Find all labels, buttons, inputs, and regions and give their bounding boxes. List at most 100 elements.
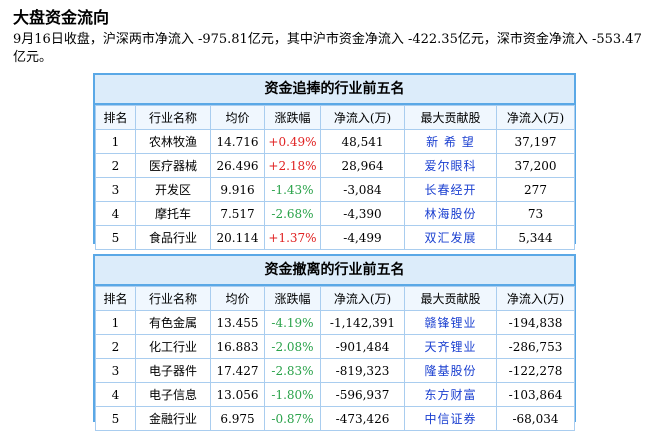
page-title: 大盘资金流向 — [13, 8, 110, 27]
col-header-rank: 排名 — [95, 105, 136, 130]
industry-cell: 化工行业 — [135, 334, 211, 359]
avg-price-cell: 13.056 — [210, 382, 265, 407]
top-stock-link[interactable]: 东方财富 — [404, 382, 497, 407]
industry-cell: 电子信息 — [135, 382, 211, 407]
col-header-stock-inflow: 净流入(万) — [496, 286, 575, 311]
table-header-row: 排名 行业名称 均价 涨跌幅 净流入(万) 最大贡献股 净流入(万) — [95, 286, 575, 311]
col-header-industry: 行业名称 — [135, 105, 211, 130]
rank-cell: 4 — [95, 382, 136, 407]
table-row: 2 化工行业 16.883 -2.08% -901,484 天齐锂业 -286,… — [95, 334, 575, 359]
col-header-top-stock: 最大贡献股 — [404, 286, 497, 311]
change-cell: -2.68% — [264, 201, 321, 226]
net-inflow-cell: -901,484 — [320, 334, 405, 359]
net-inflow-cell: -819,323 — [320, 358, 405, 383]
market-summary: 9月16日收盘，沪深两市净流入 -975.81亿元，其中沪市资金净流入 -422… — [13, 32, 642, 65]
rank-cell: 3 — [95, 358, 136, 383]
avg-price-cell: 14.716 — [210, 129, 265, 154]
change-cell: -4.19% — [264, 310, 321, 335]
industry-cell: 医疗器械 — [135, 153, 211, 178]
net-inflow-cell: 28,964 — [320, 153, 405, 178]
rank-cell: 2 — [95, 334, 136, 359]
top-stock-link[interactable]: 林海股份 — [404, 201, 497, 226]
table-row: 4 摩托车 7.517 -2.68% -4,390 林海股份 73 — [95, 201, 575, 226]
outflow-table: 排名 行业名称 均价 涨跌幅 净流入(万) 最大贡献股 净流入(万) 1 有色金… — [95, 286, 575, 431]
industry-cell: 食品行业 — [135, 225, 211, 250]
industry-cell: 金融行业 — [135, 406, 211, 431]
rank-cell: 5 — [95, 225, 136, 250]
rank-cell: 5 — [95, 406, 136, 431]
col-header-net-inflow: 净流入(万) — [320, 286, 405, 311]
rank-cell: 3 — [95, 177, 136, 202]
net-inflow-cell: -473,426 — [320, 406, 405, 431]
col-header-change: 涨跌幅 — [264, 105, 321, 130]
col-header-change: 涨跌幅 — [264, 286, 321, 311]
top-stock-link[interactable]: 中信证券 — [404, 406, 497, 431]
col-header-industry: 行业名称 — [135, 286, 211, 311]
change-cell: -2.83% — [264, 358, 321, 383]
top-stock-link[interactable]: 双汇发展 — [404, 225, 497, 250]
industry-cell: 电子器件 — [135, 358, 211, 383]
avg-price-cell: 13.455 — [210, 310, 265, 335]
change-cell: -1.80% — [264, 382, 321, 407]
table-row: 2 医疗器械 26.496 +2.18% 28,964 爱尔眼科 37,200 — [95, 153, 575, 178]
industry-cell: 开发区 — [135, 177, 211, 202]
table-row: 1 有色金属 13.455 -4.19% -1,142,391 赣锋锂业 -19… — [95, 310, 575, 335]
net-inflow-cell: -4,499 — [320, 225, 405, 250]
net-inflow-cell: -4,390 — [320, 201, 405, 226]
col-header-rank: 排名 — [95, 286, 136, 311]
stock-inflow-cell: -286,753 — [496, 334, 575, 359]
rank-cell: 2 — [95, 153, 136, 178]
change-cell: +0.49% — [264, 129, 321, 154]
col-header-stock-inflow: 净流入(万) — [496, 105, 575, 130]
industry-cell: 农林牧渔 — [135, 129, 211, 154]
change-cell: +2.18% — [264, 153, 321, 178]
avg-price-cell: 6.975 — [210, 406, 265, 431]
top-stock-link[interactable]: 隆基股份 — [404, 358, 497, 383]
avg-price-cell: 17.427 — [210, 358, 265, 383]
net-inflow-cell: -3,084 — [320, 177, 405, 202]
avg-price-cell: 20.114 — [210, 225, 265, 250]
stock-inflow-cell: -103,864 — [496, 382, 575, 407]
change-cell: +1.37% — [264, 225, 321, 250]
rank-cell: 1 — [95, 310, 136, 335]
net-inflow-cell: 48,541 — [320, 129, 405, 154]
avg-price-cell: 9.916 — [210, 177, 265, 202]
rank-cell: 4 — [95, 201, 136, 226]
top-stock-link[interactable]: 长春经开 — [404, 177, 497, 202]
table-row: 5 食品行业 20.114 +1.37% -4,499 双汇发展 5,344 — [95, 225, 575, 250]
industry-cell: 摩托车 — [135, 201, 211, 226]
net-inflow-cell: -1,142,391 — [320, 310, 405, 335]
stock-inflow-cell: -122,278 — [496, 358, 575, 383]
change-cell: -1.43% — [264, 177, 321, 202]
avg-price-cell: 16.883 — [210, 334, 265, 359]
outflow-table-caption: 资金撤离的行业前五名 — [95, 256, 574, 286]
inflow-table: 排名 行业名称 均价 涨跌幅 净流入(万) 最大贡献股 净流入(万) 1 农林牧… — [95, 105, 575, 250]
change-cell: -2.08% — [264, 334, 321, 359]
stock-inflow-cell: 37,197 — [496, 129, 575, 154]
table-row: 1 农林牧渔 14.716 +0.49% 48,541 新 希 望 37,197 — [95, 129, 575, 154]
inflow-table-caption: 资金追捧的行业前五名 — [95, 75, 574, 105]
top-stock-link[interactable]: 天齐锂业 — [404, 334, 497, 359]
inflow-top5-panel: 资金追捧的行业前五名 排名 行业名称 均价 涨跌幅 净流入(万) 最大贡献股 净… — [93, 73, 576, 250]
col-header-avg-price: 均价 — [210, 105, 265, 130]
stock-inflow-cell: -194,838 — [496, 310, 575, 335]
top-stock-link[interactable]: 爱尔眼科 — [404, 153, 497, 178]
stock-inflow-cell: -68,034 — [496, 406, 575, 431]
outflow-top5-panel: 资金撤离的行业前五名 排名 行业名称 均价 涨跌幅 净流入(万) 最大贡献股 净… — [93, 254, 576, 431]
change-cell: -0.87% — [264, 406, 321, 431]
table-row: 3 开发区 9.916 -1.43% -3,084 长春经开 277 — [95, 177, 575, 202]
top-stock-link[interactable]: 新 希 望 — [404, 129, 497, 154]
stock-inflow-cell: 37,200 — [496, 153, 575, 178]
avg-price-cell: 7.517 — [210, 201, 265, 226]
stock-inflow-cell: 5,344 — [496, 225, 575, 250]
stock-inflow-cell: 73 — [496, 201, 575, 226]
industry-cell: 有色金属 — [135, 310, 211, 335]
net-inflow-cell: -596,937 — [320, 382, 405, 407]
table-row: 4 电子信息 13.056 -1.80% -596,937 东方财富 -103,… — [95, 382, 575, 407]
col-header-net-inflow: 净流入(万) — [320, 105, 405, 130]
avg-price-cell: 26.496 — [210, 153, 265, 178]
rank-cell: 1 — [95, 129, 136, 154]
table-row: 3 电子器件 17.427 -2.83% -819,323 隆基股份 -122,… — [95, 358, 575, 383]
top-stock-link[interactable]: 赣锋锂业 — [404, 310, 497, 335]
table-header-row: 排名 行业名称 均价 涨跌幅 净流入(万) 最大贡献股 净流入(万) — [95, 105, 575, 130]
